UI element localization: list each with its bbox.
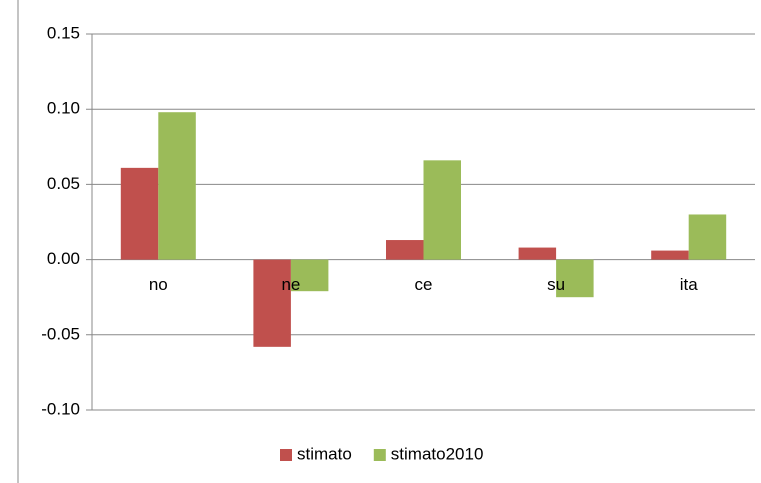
legend-swatch: [280, 449, 292, 461]
bar: [253, 259, 291, 347]
legend-label: stimato2010: [391, 444, 484, 463]
y-tick-label: 0.15: [47, 23, 80, 42]
bar: [651, 250, 689, 260]
legend-swatch: [373, 449, 386, 461]
x-tick-label: su: [547, 275, 565, 294]
x-tick-label: no: [149, 275, 168, 294]
bar: [158, 112, 196, 260]
bar: [386, 240, 424, 260]
x-tick-label: ce: [415, 275, 433, 294]
y-tick-label: -0.05: [41, 324, 80, 343]
x-tick-label: ita: [680, 275, 699, 294]
bar: [556, 259, 594, 298]
bar: [423, 160, 461, 260]
bar: [518, 247, 557, 260]
y-tick-label: 0.05: [47, 174, 80, 193]
x-tick-label: ne: [281, 275, 300, 294]
y-tick-label: -0.10: [41, 399, 80, 418]
y-tick-label: 0.10: [47, 99, 80, 118]
y-tick-label: 0.00: [47, 249, 80, 268]
bar: [290, 259, 329, 292]
bar: [688, 214, 727, 260]
bar: [120, 167, 159, 260]
legend-label: stimato: [297, 444, 352, 463]
